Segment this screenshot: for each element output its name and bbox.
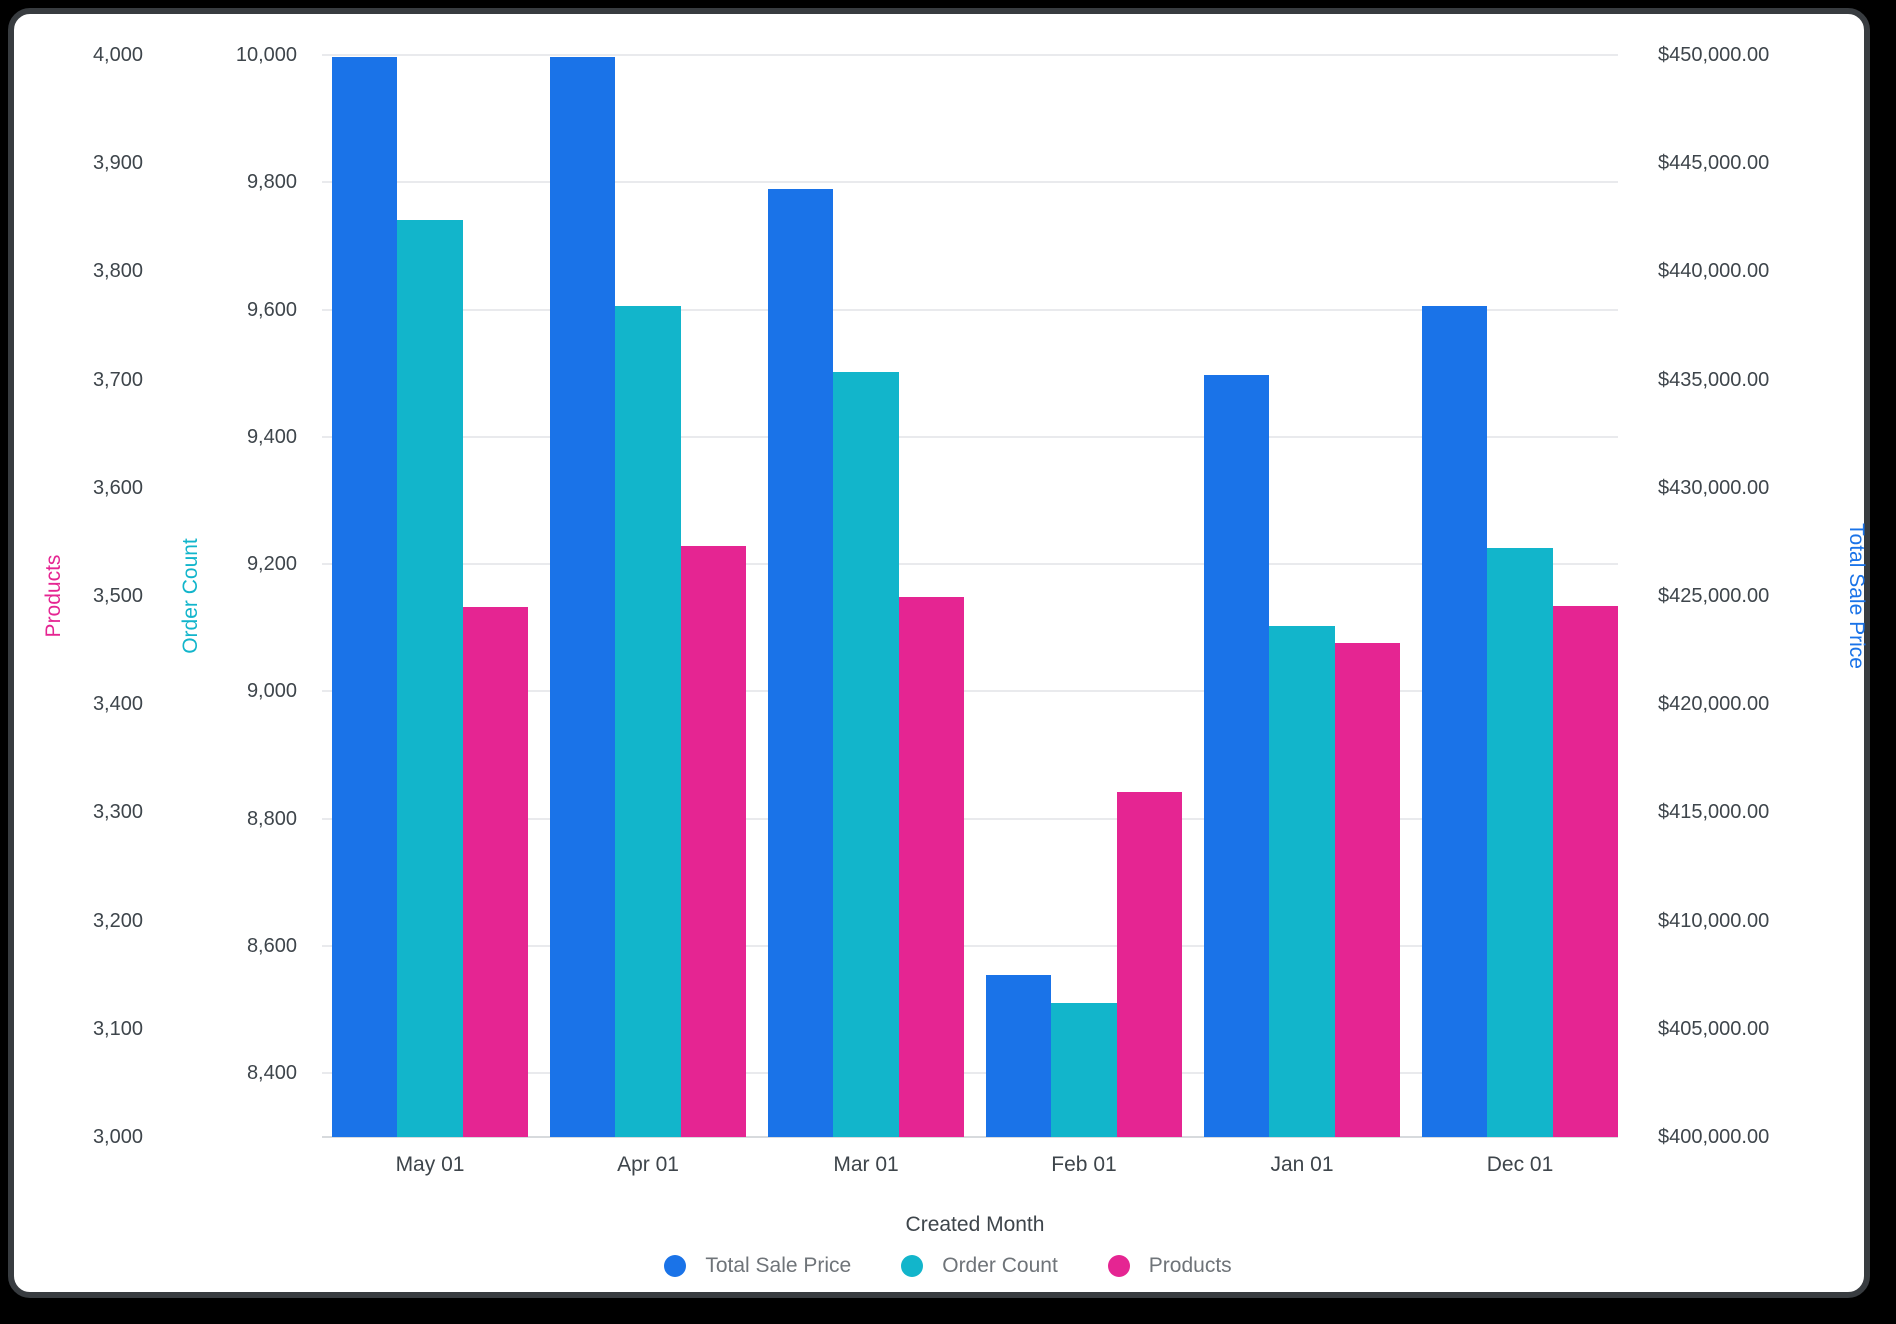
products-axis-tick-label: 3,900	[92, 152, 143, 175]
bar-total-sale-price-jan-01[interactable]	[1204, 375, 1270, 1137]
x-axis-label-mar-01: Mar 01	[833, 1153, 899, 1176]
total-sale-price-axis-title: Total Sale Price	[1845, 523, 1868, 669]
gridline	[322, 54, 1618, 56]
order-axis-tick-label: 10,000	[235, 44, 297, 66]
x-axis-label-apr-01: Apr 01	[617, 1153, 679, 1176]
order-axis-tick-label: 8,800	[246, 807, 297, 830]
bar-products-jan-01[interactable]	[1334, 642, 1400, 1137]
order-axis-tick-label: 9,000	[246, 680, 297, 703]
legend-item-label: Total Sale Price	[705, 1254, 852, 1277]
gridline	[322, 690, 1618, 693]
sale-axis-tick-label: $415,000.00	[1658, 801, 1770, 824]
gridline	[322, 308, 1618, 311]
sale-axis-tick-label: $445,000.00	[1658, 152, 1770, 175]
sale-axis-tick-label: $435,000.00	[1658, 368, 1770, 391]
x-axis-label-jan-01: Jan 01	[1270, 1153, 1334, 1176]
gridline	[322, 945, 1618, 948]
sale-axis-tick-label: $410,000.00	[1658, 909, 1770, 932]
sale-axis-tick-label: $405,000.00	[1658, 1017, 1770, 1040]
x-axis-baseline	[322, 1136, 1618, 1138]
bar-total-sale-price-may-01[interactable]	[332, 57, 398, 1137]
sale-axis-tick-label: $400,000.00	[1658, 1126, 1770, 1148]
sale-axis-tick-label: $430,000.00	[1658, 476, 1770, 499]
bar-products-apr-01[interactable]	[680, 546, 746, 1137]
order-axis-tick-label: 8,400	[246, 1062, 297, 1085]
bar-products-feb-01[interactable]	[1116, 791, 1182, 1137]
products-axis-tick-label: 3,100	[92, 1017, 143, 1040]
bar-total-sale-price-mar-01[interactable]	[768, 189, 834, 1137]
products-axis-tick-label: 3,800	[92, 260, 143, 283]
legend: Total Sale Price Order Count Products	[0, 1249, 1896, 1283]
legend-item-order-count[interactable]: Order Count	[901, 1254, 1058, 1278]
sale-axis-tick-label: $420,000.00	[1658, 693, 1770, 716]
order-axis-tick-label: 9,400	[246, 425, 297, 448]
x-axis-title: Created Month	[905, 1213, 1045, 1236]
gridline	[322, 563, 1618, 566]
legend-swatch-icon	[664, 1255, 687, 1277]
bar-order-count-feb-01[interactable]	[1051, 1002, 1117, 1137]
bar-total-sale-price-feb-01[interactable]	[986, 974, 1052, 1137]
products-axis-title: Products	[42, 554, 65, 638]
bar-total-sale-price-apr-01[interactable]	[550, 57, 616, 1137]
gridline	[322, 181, 1618, 184]
products-axis-tick-label: 3,300	[92, 801, 143, 824]
products-axis-tick-label: 3,500	[92, 585, 143, 607]
bar-products-dec-01[interactable]	[1552, 605, 1618, 1137]
bar-products-mar-01[interactable]	[898, 597, 964, 1137]
bar-products-may-01[interactable]	[462, 606, 528, 1137]
x-axis-label-may-01: May 01	[395, 1153, 465, 1176]
legend-item-label: Products	[1148, 1254, 1232, 1277]
products-axis-tick-label: 4,000	[92, 44, 143, 66]
products-axis-tick-label: 3,200	[92, 909, 143, 932]
x-axis-label-feb-01: Feb 01	[1051, 1153, 1117, 1176]
legend-item-products[interactable]: Products	[1107, 1254, 1232, 1278]
gridline	[322, 1072, 1618, 1075]
order-axis-tick-label: 9,800	[246, 171, 297, 194]
order-axis-tick-label: 8,600	[246, 935, 297, 958]
legend-swatch-icon	[901, 1255, 924, 1277]
sale-axis-tick-label: $425,000.00	[1658, 585, 1770, 607]
legend-item-label: Order Count	[942, 1254, 1058, 1277]
sale-axis-tick-label: $450,000.00	[1658, 44, 1770, 66]
bar-order-count-apr-01[interactable]	[615, 306, 681, 1137]
x-axis-label-dec-01: Dec 01	[1486, 1153, 1554, 1176]
legend-swatch-icon	[1107, 1255, 1130, 1277]
bar-order-count-jan-01[interactable]	[1269, 625, 1335, 1137]
bar-order-count-may-01[interactable]	[397, 220, 463, 1137]
bar-order-count-dec-01[interactable]	[1487, 548, 1553, 1137]
sale-axis-tick-label: $440,000.00	[1658, 260, 1770, 283]
order-count-axis-title: Order Count	[179, 538, 202, 654]
bar-order-count-mar-01[interactable]	[833, 371, 899, 1137]
order-axis-tick-label: 9,200	[246, 553, 297, 576]
bar-total-sale-price-dec-01[interactable]	[1422, 306, 1488, 1137]
products-axis-tick-label: 3,600	[92, 476, 143, 499]
products-axis-tick-label: 3,400	[92, 693, 143, 716]
order-axis-tick-label: 9,600	[246, 298, 297, 321]
gridline	[322, 817, 1618, 820]
gridline	[322, 435, 1618, 438]
legend-item-total-sale-price[interactable]: Total Sale Price	[664, 1254, 851, 1278]
products-axis-tick-label: 3,700	[92, 368, 143, 391]
products-axis-tick-label: 3,000	[92, 1126, 143, 1148]
